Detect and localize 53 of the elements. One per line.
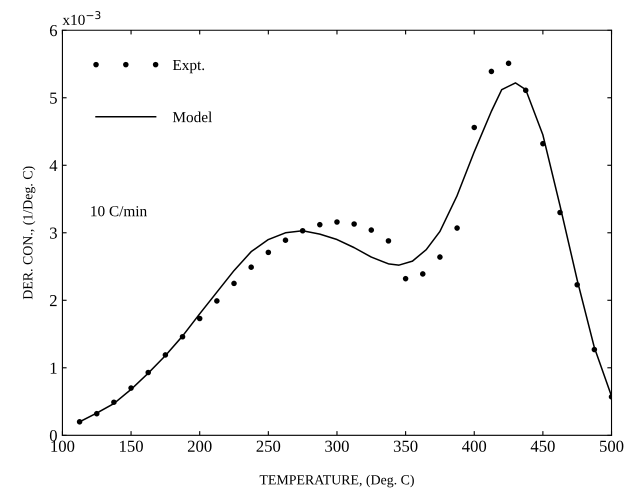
point xyxy=(368,227,374,233)
x-tick-label: 250 xyxy=(256,440,280,452)
point xyxy=(506,60,512,66)
point xyxy=(231,280,237,286)
x-tick-label: 100 xyxy=(51,440,74,452)
x-axis-title: TEMPERATURE, (Deg. C) xyxy=(260,474,414,488)
point xyxy=(196,316,202,322)
annotation: 10 C/min xyxy=(91,206,147,216)
y-tick-label: 6 xyxy=(50,25,58,36)
y-axis-title: DER. CON., (1/Deg. C) xyxy=(22,166,36,300)
point xyxy=(437,254,443,260)
x-tick-label: 300 xyxy=(325,440,349,452)
point xyxy=(351,221,357,227)
point xyxy=(162,352,168,358)
x-tick-label: 350 xyxy=(394,440,418,452)
point xyxy=(282,237,288,243)
x-tick-label: 500 xyxy=(600,440,624,452)
point xyxy=(300,228,306,234)
y-tick-label: 5 xyxy=(50,92,57,104)
point xyxy=(488,68,494,74)
point xyxy=(128,385,134,391)
y-tick-label: 4 xyxy=(50,160,58,172)
point xyxy=(420,271,426,277)
point xyxy=(471,124,478,130)
point xyxy=(454,225,460,231)
point xyxy=(76,419,82,425)
x-tick-label: 200 xyxy=(188,440,212,452)
point xyxy=(180,334,186,340)
x-tick-label: 450 xyxy=(530,440,555,452)
point xyxy=(214,298,220,304)
point xyxy=(592,346,598,352)
x-tick-label: 150 xyxy=(120,440,143,452)
point xyxy=(248,264,254,270)
point xyxy=(317,222,323,228)
point xyxy=(557,210,563,216)
point xyxy=(111,399,117,405)
legend-label: Model xyxy=(172,112,212,122)
point xyxy=(522,88,528,94)
x-tick-label: 400 xyxy=(462,440,486,452)
point xyxy=(266,250,272,256)
y-tick-label: 0 xyxy=(50,430,57,442)
legend-label: Expt. xyxy=(172,60,204,74)
point xyxy=(145,370,151,376)
point xyxy=(386,238,392,244)
y-tick-label: 3 xyxy=(50,228,57,239)
y-tick-label: 1 xyxy=(50,362,57,374)
text: x10$^{−3}$ xyxy=(62,11,100,26)
point xyxy=(574,282,580,288)
y-tick-label: 2 xyxy=(50,295,57,306)
point xyxy=(334,219,340,225)
point xyxy=(402,276,408,282)
point xyxy=(94,410,100,416)
point xyxy=(540,140,546,146)
